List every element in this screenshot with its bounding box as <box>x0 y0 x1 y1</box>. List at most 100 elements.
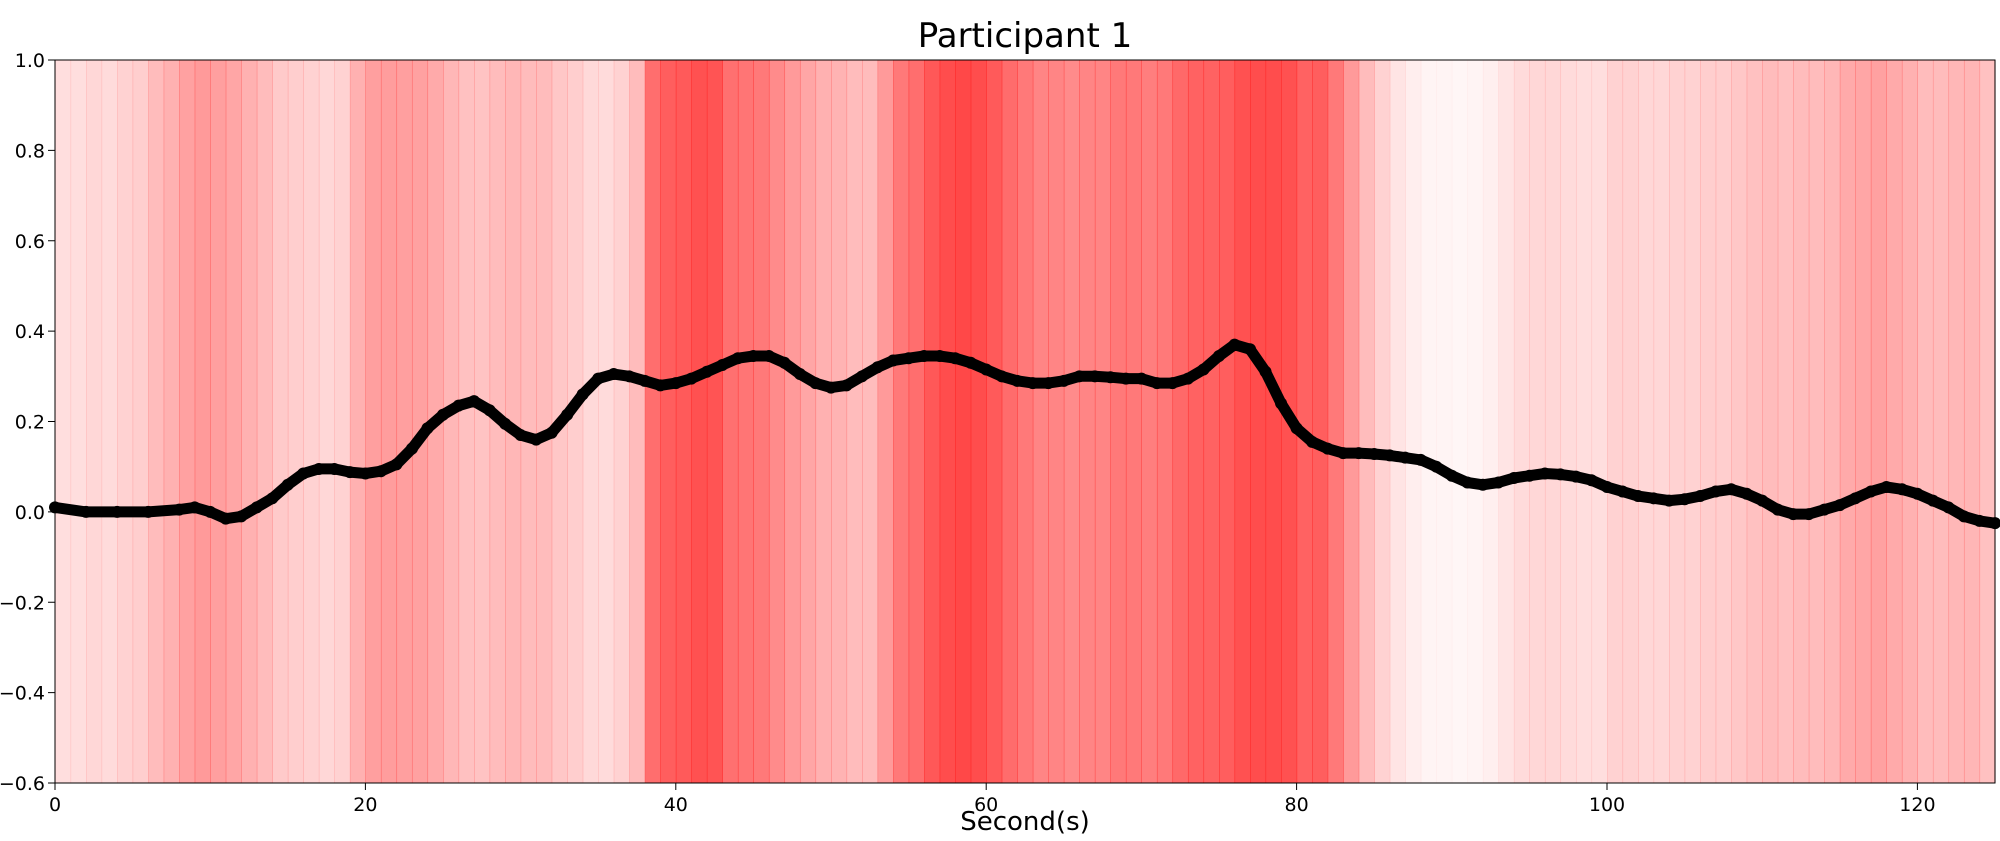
data-point <box>1399 451 1412 464</box>
data-point <box>1833 499 1846 512</box>
y-tick-label: 1.0 <box>15 50 45 72</box>
data-point <box>933 349 946 362</box>
intensity-band <box>1498 60 1515 783</box>
y-tick-label: 0.2 <box>15 412 45 434</box>
data-point <box>1725 483 1738 496</box>
data-point <box>809 377 822 390</box>
data-point <box>1507 471 1520 484</box>
data-point <box>1306 435 1319 448</box>
data-point <box>685 372 698 385</box>
data-point <box>343 466 356 479</box>
y-tick-label: 0.6 <box>15 231 45 253</box>
data-point <box>887 354 900 367</box>
intensity-band <box>1839 60 1856 783</box>
data-point <box>1632 490 1645 503</box>
data-point <box>731 352 744 365</box>
data-point <box>1445 469 1458 482</box>
intensity-band <box>272 60 289 783</box>
data-point <box>1973 514 1986 527</box>
intensity-band <box>691 60 708 783</box>
intensity-band <box>1203 60 1220 783</box>
data-point <box>592 372 605 385</box>
data-point <box>219 512 232 525</box>
data-point <box>1678 493 1691 506</box>
data-point <box>1647 492 1660 505</box>
data-point <box>1383 449 1396 462</box>
intensity-band <box>86 60 103 783</box>
data-point <box>1740 487 1753 500</box>
intensity-band <box>629 60 646 783</box>
intensity-band <box>1762 60 1779 783</box>
intensity-band <box>1901 60 1918 783</box>
intensity-band <box>380 60 398 783</box>
data-point <box>1042 377 1055 390</box>
data-point <box>1430 460 1443 473</box>
intensity-band <box>1917 60 1934 783</box>
intensity-band <box>1296 60 1313 783</box>
intensity-band <box>722 60 739 783</box>
intensity-band <box>1358 60 1375 783</box>
x-tick-label: 40 <box>664 794 688 816</box>
intensity-band <box>1327 60 1344 783</box>
intensity-band <box>1715 60 1732 783</box>
data-point <box>1802 508 1815 521</box>
data-point <box>1569 470 1582 483</box>
data-point <box>1818 503 1831 516</box>
intensity-band <box>768 60 786 783</box>
data-point <box>762 349 775 362</box>
data-point <box>825 381 837 394</box>
data-point <box>1290 422 1303 435</box>
data-point <box>1787 508 1800 521</box>
intensity-band <box>1141 60 1158 783</box>
intensity-band <box>1374 60 1391 783</box>
intensity-band <box>1110 60 1127 783</box>
x-tick-label: 60 <box>974 794 998 816</box>
data-point <box>561 408 574 421</box>
intensity-band <box>613 60 630 783</box>
data-point <box>1957 510 1970 523</box>
intensity-band <box>1219 60 1236 783</box>
data-point <box>421 422 434 435</box>
data-point <box>778 356 791 369</box>
data-point <box>716 359 729 372</box>
y-tick-label: 0.4 <box>15 321 45 343</box>
intensity-band <box>365 60 382 783</box>
intensity-band <box>831 60 848 783</box>
x-tick-label: 120 <box>1899 794 1935 816</box>
data-point <box>266 492 279 505</box>
data-point <box>111 505 124 518</box>
intensity-band <box>70 60 87 783</box>
intensity-band <box>163 60 180 783</box>
data-point <box>297 467 310 480</box>
data-point <box>1756 494 1769 507</box>
intensity-band <box>1234 60 1251 783</box>
data-point <box>1864 485 1877 498</box>
data-point <box>747 349 760 362</box>
intensity-band <box>1172 60 1189 783</box>
intensity-band <box>1560 60 1577 783</box>
intensity-band <box>1963 60 1981 783</box>
intensity-band <box>1187 60 1205 783</box>
data-point <box>1150 377 1163 390</box>
intensity-band <box>225 60 242 783</box>
intensity-band <box>101 60 118 783</box>
intensity-band <box>1343 60 1360 783</box>
data-point <box>980 363 993 376</box>
data-point <box>1073 370 1086 383</box>
data-point <box>1926 494 1939 507</box>
data-point <box>793 368 806 381</box>
intensity-band <box>117 60 134 783</box>
data-point <box>499 417 512 430</box>
data-point <box>390 458 403 471</box>
intensity-band <box>303 60 320 783</box>
data-point <box>1011 374 1024 387</box>
intensity-band <box>1032 60 1049 783</box>
intensity-band <box>1700 60 1717 783</box>
data-point <box>281 478 294 491</box>
data-point <box>1895 483 1908 496</box>
data-point <box>1321 442 1334 455</box>
data-point <box>1368 448 1381 461</box>
data-point <box>1709 485 1722 498</box>
x-tick-label: 80 <box>1285 794 1309 816</box>
